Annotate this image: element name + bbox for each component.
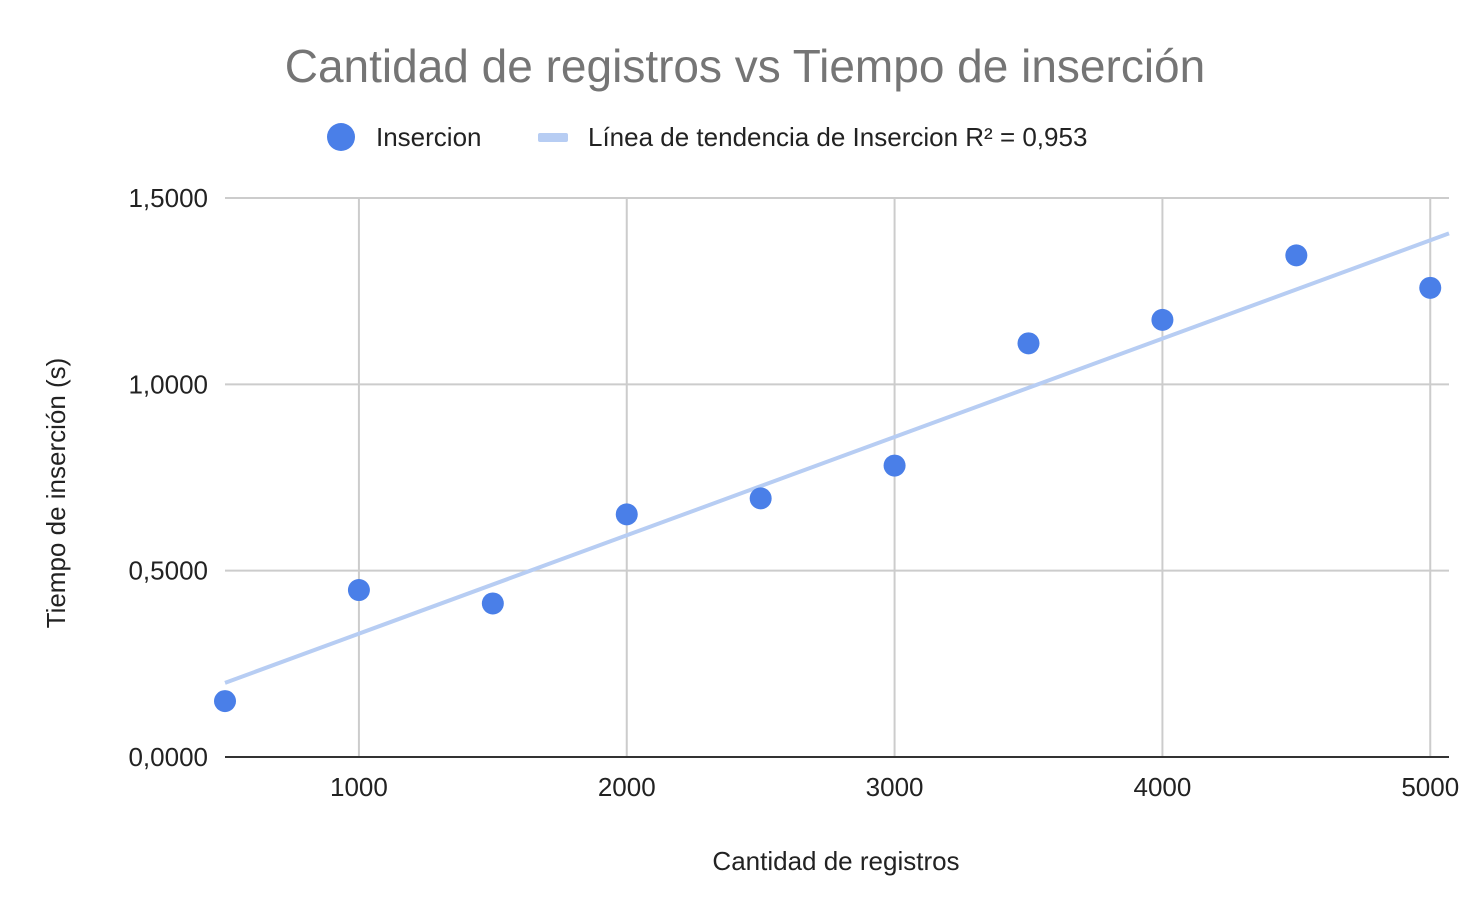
data-points	[214, 244, 1442, 713]
x-tick-label: 5000	[1401, 772, 1459, 802]
tick-labels: 1000 2000 3000 4000 5000 0,0000 0,5000 1,0000 1,…	[128, 183, 1459, 802]
data-point	[347, 579, 370, 602]
trendline-layer	[224, 231, 1450, 685]
legend-marker-trendline	[538, 133, 568, 142]
y-axis-title: Tiempo de inserción (s)	[41, 358, 71, 629]
data-point	[1285, 244, 1308, 267]
x-tick-label: 4000	[1133, 772, 1191, 802]
grid	[225, 197, 1449, 757]
legend-marker-insercion	[327, 123, 355, 151]
data-point	[883, 454, 906, 477]
x-tick-label: 3000	[866, 772, 924, 802]
y-tick-label: 1,0000	[128, 369, 208, 399]
data-point	[214, 690, 236, 713]
x-tick-label: 1000	[330, 772, 388, 802]
legend-label-insercion: Insercion	[376, 122, 482, 152]
data-point	[1151, 308, 1174, 331]
chart-title: Cantidad de registros vs Tiempo de inser…	[285, 40, 1205, 92]
data-point	[1419, 276, 1442, 299]
trendline	[224, 231, 1450, 685]
data-point	[615, 503, 638, 526]
legend-label-trendline: Línea de tendencia de Insercion R² = 0,9…	[588, 122, 1087, 152]
data-point	[481, 592, 504, 615]
y-tick-label: 0,5000	[128, 556, 208, 586]
y-tick-label: 0,0000	[128, 742, 208, 772]
legend: Insercion Línea de tendencia de Insercio…	[327, 122, 1087, 152]
data-point	[1017, 332, 1040, 355]
y-tick-label: 1,5000	[128, 183, 208, 213]
x-axis-title: Cantidad de registros	[712, 846, 959, 876]
data-point	[749, 487, 772, 510]
x-tick-label: 2000	[598, 772, 656, 802]
